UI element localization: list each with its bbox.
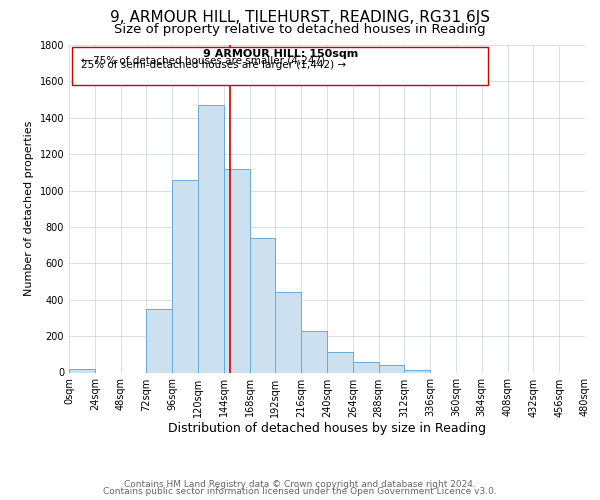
Text: 9, ARMOUR HILL, TILEHURST, READING, RG31 6JS: 9, ARMOUR HILL, TILEHURST, READING, RG31… [110, 10, 490, 25]
Bar [404, 370, 430, 372]
Bar [146, 309, 172, 372]
Y-axis label: Number of detached properties: Number of detached properties [24, 121, 34, 296]
Text: 25% of semi-detached houses are larger (1,442) →: 25% of semi-detached houses are larger (… [81, 60, 346, 70]
Text: Contains HM Land Registry data © Crown copyright and database right 2024.: Contains HM Land Registry data © Crown c… [124, 480, 476, 489]
Bar [224, 168, 250, 372]
Text: Size of property relative to detached houses in Reading: Size of property relative to detached ho… [114, 22, 486, 36]
Text: ← 75% of detached houses are smaller (4,247): ← 75% of detached houses are smaller (4,… [81, 55, 325, 65]
Bar [275, 292, 301, 372]
Bar [69, 369, 95, 372]
Bar [301, 330, 327, 372]
Bar [250, 238, 275, 372]
Bar [353, 362, 379, 372]
Bar [327, 352, 353, 372]
Text: 9 ARMOUR HILL: 150sqm: 9 ARMOUR HILL: 150sqm [203, 49, 358, 59]
FancyBboxPatch shape [72, 47, 488, 85]
Bar [379, 365, 404, 372]
Text: Contains public sector information licensed under the Open Government Licence v3: Contains public sector information licen… [103, 487, 497, 496]
Bar [198, 105, 224, 372]
Bar [172, 180, 198, 372]
X-axis label: Distribution of detached houses by size in Reading: Distribution of detached houses by size … [168, 422, 486, 435]
